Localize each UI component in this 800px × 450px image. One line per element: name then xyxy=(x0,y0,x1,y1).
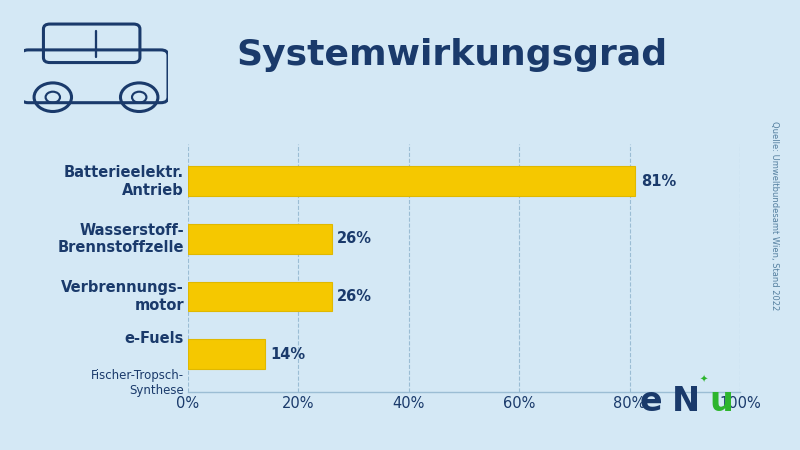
Bar xyxy=(188,282,331,311)
Text: 81%: 81% xyxy=(641,174,676,189)
Text: e-Fuels: e-Fuels xyxy=(125,331,184,346)
Text: N: N xyxy=(672,385,700,418)
Text: 26%: 26% xyxy=(337,231,372,247)
Text: Quelle: Umweltbundesamt Wien, Stand 2022: Quelle: Umweltbundesamt Wien, Stand 2022 xyxy=(770,122,779,310)
Text: Batterieelektr.
Antrieb: Batterieelektr. Antrieb xyxy=(64,165,184,198)
Text: 26%: 26% xyxy=(337,289,372,304)
Text: 14%: 14% xyxy=(270,346,306,362)
Bar xyxy=(188,339,266,369)
Text: Wasserstoff-
Brennstoffzelle: Wasserstoff- Brennstoffzelle xyxy=(58,223,184,255)
Text: Fischer-Tropsch-
Synthese: Fischer-Tropsch- Synthese xyxy=(91,369,184,397)
Bar xyxy=(188,224,331,254)
Bar xyxy=(188,166,635,196)
Text: u: u xyxy=(709,385,733,418)
Text: e: e xyxy=(640,385,662,418)
Text: Verbrennungs-
motor: Verbrennungs- motor xyxy=(62,280,184,313)
Text: Systemwirkungsgrad: Systemwirkungsgrad xyxy=(236,38,667,72)
Text: ✦: ✦ xyxy=(700,374,708,385)
